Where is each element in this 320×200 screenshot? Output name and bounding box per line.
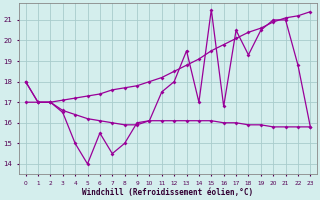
X-axis label: Windchill (Refroidissement éolien,°C): Windchill (Refroidissement éolien,°C) — [83, 188, 253, 197]
